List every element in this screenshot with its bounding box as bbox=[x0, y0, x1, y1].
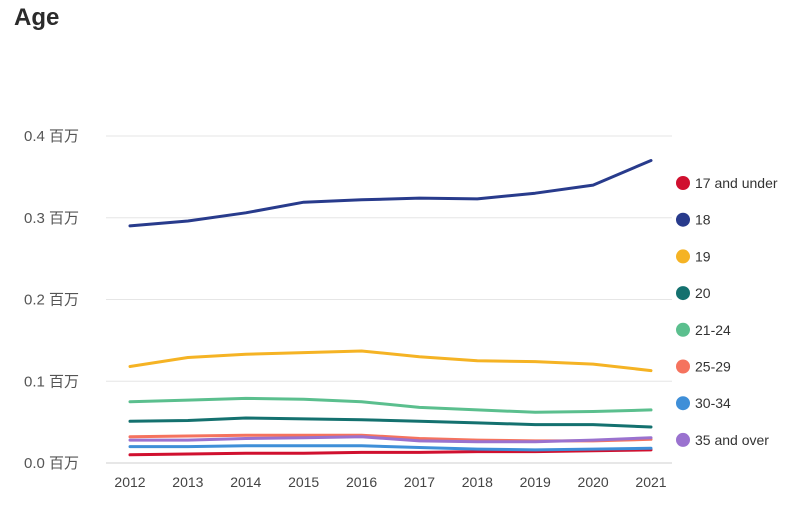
legend-label: 21-24 bbox=[695, 322, 731, 338]
x-tick-label: 2019 bbox=[520, 474, 551, 490]
y-tick-label: 0.2 百万 bbox=[24, 292, 79, 309]
x-tick-label: 2013 bbox=[172, 474, 203, 490]
legend-marker bbox=[676, 176, 690, 190]
y-tick-label: 0.3 百万 bbox=[24, 210, 79, 227]
y-tick-label: 0.4 百万 bbox=[24, 128, 79, 145]
legend-label: 25-29 bbox=[695, 359, 731, 375]
series-line-0 bbox=[128, 448, 653, 457]
y-tick-label: 0.0 百万 bbox=[24, 455, 79, 472]
series-line-7 bbox=[128, 435, 653, 444]
y-tick-label: 0.1 百万 bbox=[24, 373, 79, 390]
x-tick-label: 2020 bbox=[578, 474, 609, 490]
legend-marker bbox=[676, 212, 690, 227]
chart-title: Age bbox=[14, 4, 60, 31]
legend-marker bbox=[676, 249, 690, 264]
series-lines bbox=[128, 159, 653, 457]
x-tick-label: 2014 bbox=[230, 474, 261, 490]
y-axis: 0.0 百万 0.1 百万 0.2 百万 0.3 百万 0.4 百万 bbox=[24, 128, 79, 472]
legend-label: 30-34 bbox=[695, 395, 731, 411]
legend-marker bbox=[676, 322, 690, 337]
legend-marker bbox=[676, 396, 690, 411]
legend-marker bbox=[676, 432, 690, 447]
legend-label: 35 and over bbox=[695, 432, 769, 448]
legend-label: 18 bbox=[695, 212, 711, 228]
legend-marker bbox=[676, 359, 690, 374]
x-tick-label: 2017 bbox=[404, 474, 435, 490]
legend-label: 17 and under bbox=[695, 175, 778, 191]
legend-label: 19 bbox=[695, 248, 711, 264]
series-line-1 bbox=[128, 159, 653, 228]
x-axis: 2012 2013 2014 2015 2016 2017 2018 2019 2020 2021 bbox=[114, 474, 666, 490]
x-tick-label: 2018 bbox=[462, 474, 493, 490]
x-tick-label: 2012 bbox=[114, 474, 145, 490]
x-tick-label: 2015 bbox=[288, 474, 319, 490]
series-line-6 bbox=[128, 444, 653, 452]
series-line-2 bbox=[128, 349, 653, 373]
legend: 17 and under 18 19 20 21-24 25-29 30-34 35 and … bbox=[676, 175, 778, 448]
legend-label: 20 bbox=[695, 285, 711, 301]
x-tick-label: 2021 bbox=[635, 474, 666, 490]
series-line-4 bbox=[128, 396, 653, 414]
legend-marker bbox=[676, 286, 690, 301]
series-line-3 bbox=[128, 416, 653, 429]
x-tick-label: 2016 bbox=[346, 474, 377, 490]
